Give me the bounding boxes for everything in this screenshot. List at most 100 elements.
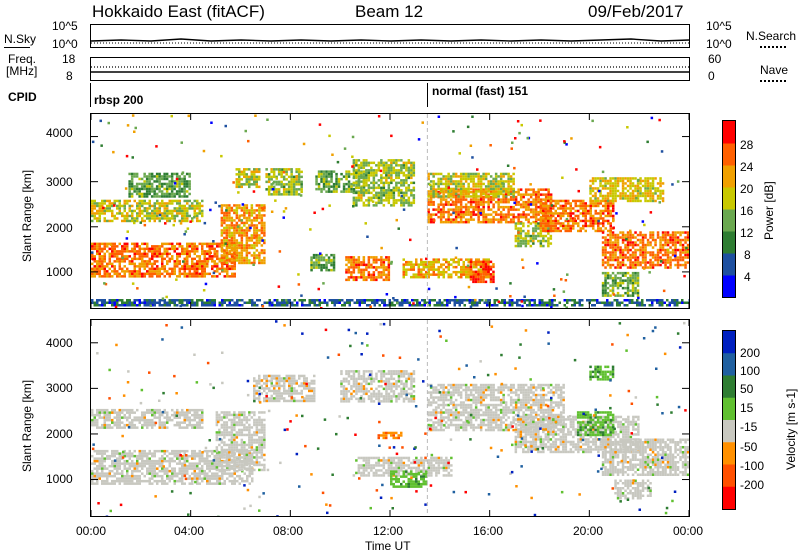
heatmap-band xyxy=(601,271,640,297)
colorbar-segment xyxy=(723,209,735,232)
heatmap-band xyxy=(340,370,416,403)
colorbar-segment xyxy=(723,253,735,276)
power-plot xyxy=(91,114,689,308)
freq-trace xyxy=(91,66,689,73)
nsearch-label: N.Search xyxy=(746,29,797,43)
beam-label: Beam 12 xyxy=(355,2,424,21)
power-panel xyxy=(90,113,690,309)
nsky-legend-line xyxy=(4,47,30,48)
colorbar-segment xyxy=(723,397,735,421)
vel-ytick-3000: 3000 xyxy=(46,381,73,395)
power-ytick-1000: 1000 xyxy=(46,265,73,279)
nsearch-tick-bottom: 10^0 xyxy=(706,37,732,51)
power-cbar-20: 20 xyxy=(740,182,754,196)
heatmap-band xyxy=(589,365,615,381)
vel-cbar-m100: -100 xyxy=(740,459,765,473)
vel-cbar-label-text: Velocity [m s-1] xyxy=(784,388,798,470)
nsearch-tick-top: 10^5 xyxy=(706,19,732,33)
heatmap-noise xyxy=(91,114,689,308)
heatmap-band xyxy=(352,159,416,207)
vel-cbar-200: 200 xyxy=(740,346,761,360)
freq-tick-top: 18 xyxy=(62,52,76,66)
vel-ytick-2000: 2000 xyxy=(46,427,73,441)
station-title: Hokkaido East (fitACF) xyxy=(92,2,265,21)
power-ytick-3000: 3000 xyxy=(46,175,73,189)
vel-cbar-100: 100 xyxy=(740,364,761,378)
xtick-0: 00:00 xyxy=(76,524,107,538)
vel-cbar-m50: -50 xyxy=(740,440,758,454)
power-ylabel: Slant Range [km] xyxy=(20,170,34,262)
nsky-trace xyxy=(91,38,689,44)
nave-tick-bottom: 0 xyxy=(708,69,715,83)
xtick-1: 04:00 xyxy=(174,524,205,538)
heatmap-band xyxy=(310,253,336,272)
heatmap-band xyxy=(220,204,266,265)
heatmap-band xyxy=(469,260,495,284)
vel-ylabel-text: Slant Range [km] xyxy=(20,379,34,472)
velocity-colorbar-fill xyxy=(723,331,735,509)
power-cbar-8: 8 xyxy=(744,248,751,262)
power-cbar-16: 16 xyxy=(740,204,754,218)
colorbar-segment xyxy=(723,420,735,443)
heatmap-noise xyxy=(91,320,687,516)
colorbar-segment xyxy=(723,143,735,166)
colorbar-segment xyxy=(723,375,735,399)
xtick-5: 20:00 xyxy=(573,524,604,538)
heatmap-band xyxy=(427,383,565,432)
heatmap-band xyxy=(614,479,652,500)
heatmap-band xyxy=(253,374,316,403)
xtick-6: 00:00 xyxy=(673,524,704,538)
heatmap-band xyxy=(91,408,204,429)
cpid-segment-1: rbsp 200 xyxy=(94,93,144,107)
xtick-3: 12:00 xyxy=(373,524,404,538)
freq-tick-bottom: 8 xyxy=(66,69,73,83)
colorbar-segment xyxy=(723,121,735,144)
nsky-tick-bottom: 10^0 xyxy=(52,37,78,51)
vel-ytick-4000: 4000 xyxy=(46,336,73,350)
freq-label: Freq. xyxy=(8,52,37,66)
power-cbar-28: 28 xyxy=(740,138,754,152)
power-ytick-2000: 2000 xyxy=(46,221,73,235)
colorbar-segment xyxy=(723,231,735,254)
freq-strip xyxy=(90,57,690,81)
cpid-label: CPID xyxy=(8,90,37,104)
heatmap-band xyxy=(589,177,665,203)
heatmap-band xyxy=(601,231,689,269)
vel-cbar-m15: -15 xyxy=(740,420,758,434)
nave-label: Nave xyxy=(760,63,789,77)
heatmap-band xyxy=(427,172,515,198)
xtick-4: 16:00 xyxy=(473,524,504,538)
power-colorbar xyxy=(722,120,736,298)
x-axis-label: Time UT xyxy=(365,539,411,553)
power-cbar-24: 24 xyxy=(740,160,754,174)
nsky-label: N.Sky xyxy=(4,32,37,46)
power-colorbar-fill xyxy=(723,121,735,297)
power-ytick-4000: 4000 xyxy=(46,126,73,140)
velocity-colorbar xyxy=(722,330,736,510)
nsky-tick-top: 10^5 xyxy=(52,19,78,33)
nsky-strip xyxy=(90,24,690,48)
xtick-2: 08:00 xyxy=(273,524,304,538)
colorbar-segment xyxy=(723,165,735,188)
power-cbar-4: 4 xyxy=(744,270,751,284)
cpid-segment-2: normal (fast) 151 xyxy=(432,84,529,98)
heatmap-band xyxy=(377,431,403,440)
power-ylabel-text: Slant Range [km] xyxy=(20,169,34,262)
heatmap-band xyxy=(576,411,615,437)
nave-legend-line xyxy=(760,80,786,82)
colorbar-segment xyxy=(723,353,735,376)
heatmap-band xyxy=(128,172,191,198)
nave-tick-top: 60 xyxy=(708,52,722,66)
vel-ytick-1000: 1000 xyxy=(46,472,73,486)
colorbar-segment xyxy=(723,464,735,488)
heatmap-band xyxy=(235,168,261,189)
colorbar-segment xyxy=(723,331,735,354)
vel-cbar-label: Velocity [m s-1] xyxy=(782,343,798,470)
cpid-divider-mid xyxy=(427,83,428,107)
velocity-plot xyxy=(91,320,689,516)
power-cbar-label-text: Power [dB] xyxy=(762,181,776,240)
colorbar-segment xyxy=(723,187,735,210)
colorbar-segment xyxy=(723,275,735,297)
vel-cbar-15: 15 xyxy=(740,401,754,415)
vel-ylabel: Slant Range [km] xyxy=(20,380,34,472)
